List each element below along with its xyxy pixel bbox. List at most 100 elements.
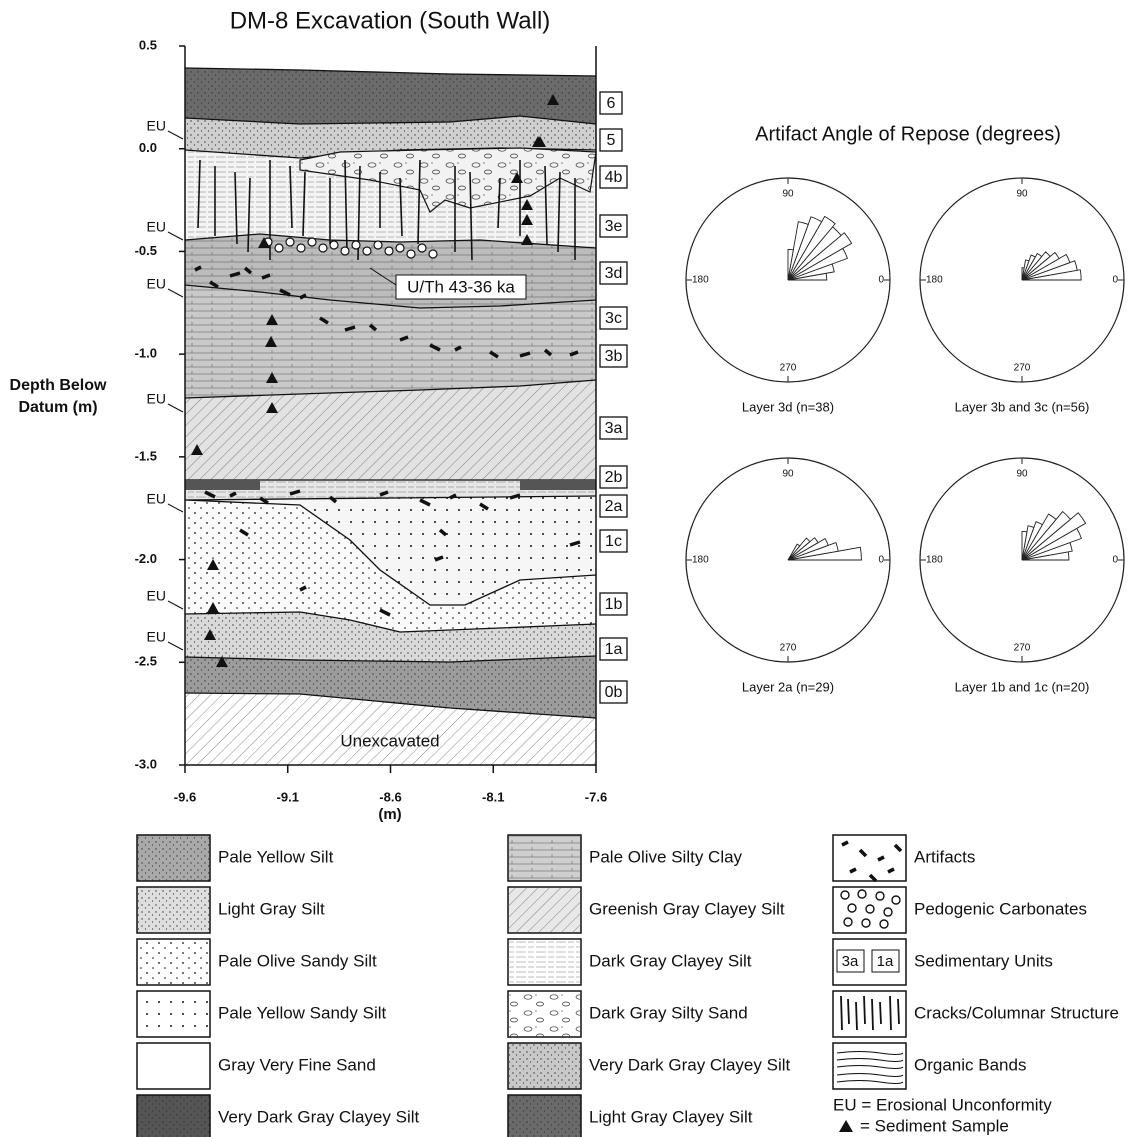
legend-carbonate	[858, 890, 866, 898]
carbonate	[286, 238, 294, 246]
eu-arrow	[168, 232, 183, 240]
rose-caption: Layer 2a (n=29)	[742, 679, 834, 694]
eu-label: EU	[147, 629, 166, 645]
legend-swatch-pattern	[508, 835, 581, 881]
x-axis-label: (m)	[378, 806, 401, 823]
legend-swatch-pattern	[137, 1095, 210, 1137]
unit-label: 5	[607, 132, 616, 149]
legend-carbonate	[892, 896, 900, 904]
section: U/Th 43-36 ka Unexcavated DM-8 Excavation …	[10, 7, 627, 823]
eu-arrow	[168, 601, 183, 609]
dark-band	[520, 480, 596, 490]
carbonate	[418, 244, 426, 252]
rose-direction-label: 180	[692, 555, 709, 566]
carbonate	[297, 244, 305, 252]
rose-direction-label: 90	[782, 189, 794, 200]
legend-swatch-pattern	[137, 887, 210, 933]
unit-label: 1b	[605, 596, 623, 613]
unit-label: 2a	[605, 498, 623, 515]
rose-caption: Layer 1b and 1c (n=20)	[955, 679, 1090, 694]
title: DM-8 Excavation (South Wall)	[230, 7, 551, 34]
legend-label: Pale Yellow Sandy Silt	[218, 1003, 387, 1022]
rose-direction-label: 180	[926, 555, 943, 566]
legend-swatch	[833, 835, 906, 881]
unexcavated-label: Unexcavated	[340, 731, 439, 750]
carbonate	[374, 241, 382, 249]
legend-swatch-pattern	[137, 835, 210, 881]
rose-direction-label: 90	[782, 469, 794, 480]
unit-label: 4b	[605, 169, 623, 186]
legend-label: Very Dark Gray Clayey Silt	[218, 1107, 419, 1126]
unit-label: 6	[607, 95, 616, 112]
annotation: U/Th 43-36 ka	[407, 277, 515, 296]
eu-label: EU	[147, 118, 166, 134]
unit-label: 3c	[605, 310, 622, 327]
rose-title: Artifact Angle of Repose (degrees)	[755, 123, 1061, 145]
legend-crack	[848, 999, 849, 1024]
legend-label: Light Gray Silt	[218, 899, 325, 918]
carbonate	[429, 250, 437, 258]
unit-label: 3a	[605, 420, 623, 437]
legend-carbonate	[862, 919, 870, 927]
legend-label: Dark Gray Clayey Silt	[589, 951, 752, 970]
eu-arrow	[168, 289, 183, 297]
legend-label: Light Gray Clayey Silt	[589, 1107, 753, 1126]
legend-swatch-pattern	[508, 939, 581, 985]
legend-label: Dark Gray Silty Sand	[589, 1003, 748, 1022]
eu-label: EU	[147, 219, 166, 235]
legend-crack	[856, 1002, 857, 1030]
rose-direction-label: 0	[878, 275, 884, 286]
legend-unit-label: 3a	[842, 953, 859, 970]
eu-label: EU	[147, 491, 166, 507]
legend-unit-label: 1a	[877, 953, 894, 970]
eu-label: EU	[147, 276, 166, 292]
legend-label: Pedogenic Carbonates	[914, 899, 1087, 918]
legend-label: Gray Very Fine Sand	[218, 1055, 376, 1074]
rose-direction-label: 0	[1112, 275, 1118, 286]
carbonate	[341, 247, 349, 255]
y-axis-label: Depth Below	[10, 377, 107, 394]
x-tick-label: -9.6	[174, 789, 196, 804]
rose-diagrams: Artifact Angle of Repose (degrees) 90 180 0…	[686, 123, 1124, 694]
eu-arrow	[168, 642, 183, 650]
rose-direction-label: 180	[926, 275, 943, 286]
legend-swatch-pattern	[137, 939, 210, 985]
unit-label: 0b	[605, 684, 623, 701]
y-tick-label: -0.5	[135, 243, 157, 258]
carbonate	[330, 241, 338, 249]
legend: Pale Yellow Silt Light Gray Silt Pale Oliv…	[137, 835, 1119, 1137]
carbonate	[407, 250, 415, 258]
legend-carbonate	[876, 892, 884, 900]
carbonate	[308, 238, 316, 246]
legend-swatch-pattern	[508, 887, 581, 933]
rose-direction-label: 90	[1016, 469, 1028, 480]
y-tick-label: 0.5	[139, 37, 157, 52]
rose-direction-label: 270	[780, 363, 797, 374]
rose-direction-label: 270	[780, 643, 797, 654]
eu-arrow	[168, 504, 183, 512]
legend-carbonate	[884, 908, 892, 916]
dark-band	[185, 480, 260, 490]
note: = Sediment Sample	[860, 1116, 1009, 1135]
legend-label: Pale Olive Silty Clay	[589, 847, 743, 866]
rose-direction-label: 180	[692, 275, 709, 286]
legend-carbonate	[880, 920, 888, 928]
legend-label: Cracks/Columnar Structure	[914, 1003, 1119, 1022]
legend-swatch	[137, 1043, 210, 1089]
x-tick-label: -9.1	[277, 789, 299, 804]
unit-label: 3d	[605, 265, 623, 282]
rose-caption: Layer 3d (n=38)	[742, 399, 834, 414]
legend-label: Organic Bands	[914, 1055, 1026, 1074]
eu-label: EU	[147, 588, 166, 604]
legend-swatch-pattern	[508, 1043, 581, 1089]
y-tick-label: -1.0	[135, 346, 157, 361]
y-tick-label: -2.0	[135, 551, 157, 566]
legend-swatch-pattern	[508, 991, 581, 1037]
legend-label: Pale Yellow Silt	[218, 847, 334, 866]
legend-label: Greenish Gray Clayey Silt	[589, 899, 785, 918]
legend-swatch-pattern	[137, 991, 210, 1037]
legend-crack	[880, 1002, 881, 1024]
eu-arrow	[168, 131, 183, 139]
legend-carbonate	[848, 904, 856, 912]
unit-label: 1c	[605, 533, 622, 550]
